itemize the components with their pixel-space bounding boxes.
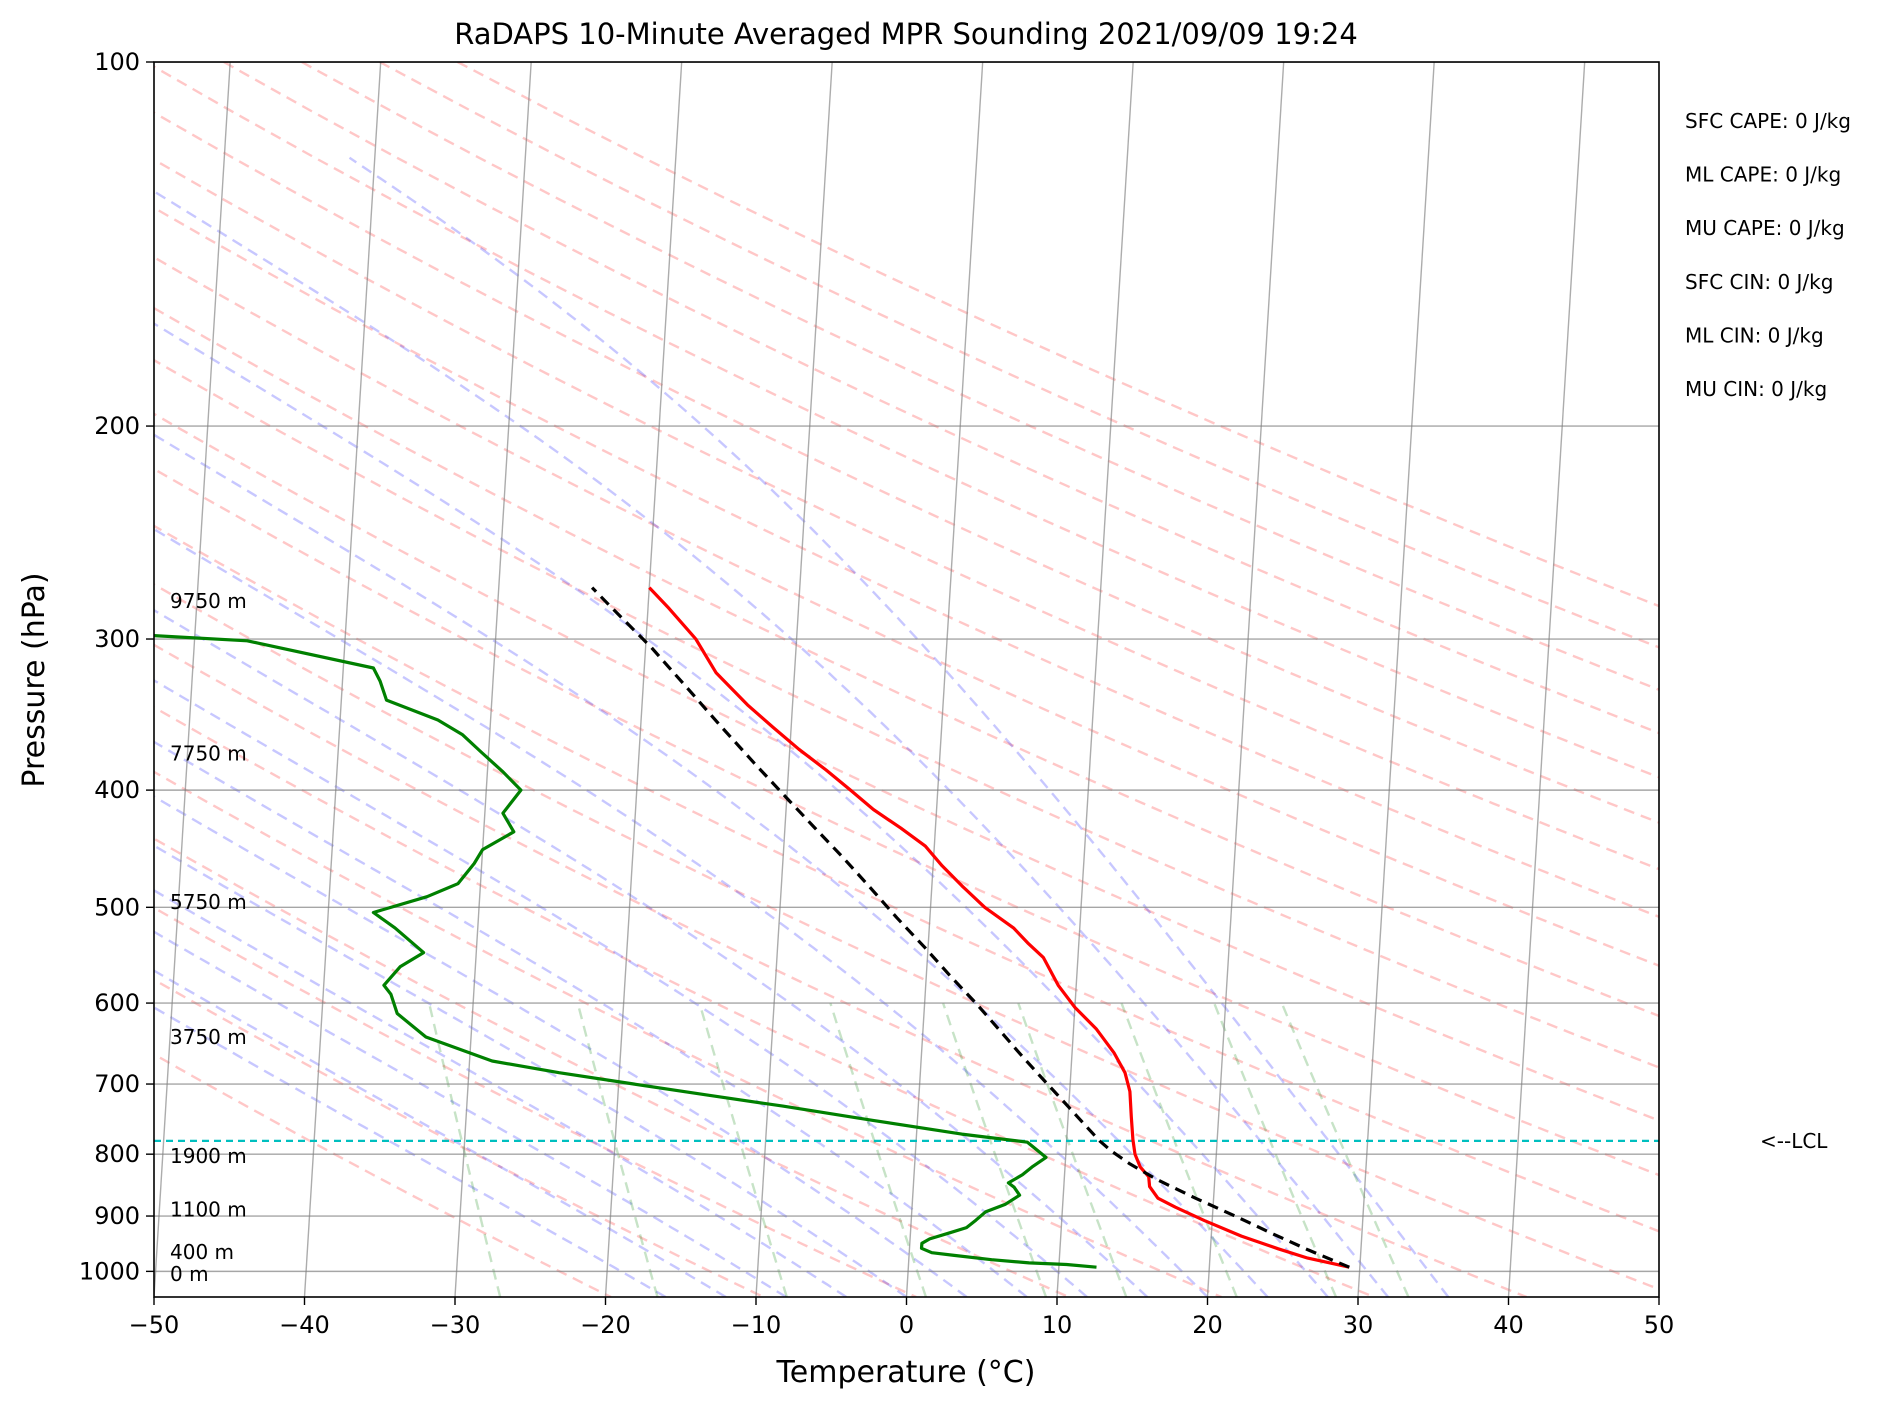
y-axis: 100 200 300 400 500 600 700 800 900 1000 — [79, 48, 154, 1285]
mixing-ratio-line — [1280, 1002, 1410, 1297]
height-label: 0 m — [170, 1262, 209, 1286]
x-tick-label: 0 — [899, 1311, 914, 1339]
y-axis-label: Pressure (hPa) — [17, 572, 52, 787]
moist-adiabat — [154, 527, 1209, 1297]
mixing-ratio-line — [698, 1002, 788, 1297]
index-label: SFC CIN: 0 J/kg — [1685, 270, 1833, 294]
height-label: 400 m — [170, 1240, 234, 1264]
moist-adiabat — [154, 888, 847, 1297]
isotherm — [303, 62, 382, 1297]
isotherm — [1206, 62, 1285, 1297]
isotherm — [604, 62, 683, 1297]
dry-adiabat — [154, 705, 1375, 1297]
mixing-ratio-line — [576, 1002, 659, 1297]
moist-adiabat — [154, 969, 727, 1297]
x-tick-label: −10 — [731, 1311, 782, 1339]
index-label: ML CAPE: 0 J/kg — [1685, 163, 1841, 187]
isotherm — [454, 62, 532, 1297]
mixing-ratio-line — [1213, 1002, 1338, 1297]
dry-adiabat — [154, 306, 1659, 1018]
dry-adiabat — [154, 837, 1070, 1297]
height-label: 1900 m — [170, 1144, 247, 1168]
y-tick-label: 400 — [94, 776, 140, 804]
dry-adiabat — [154, 906, 917, 1297]
isotherm — [1056, 62, 1134, 1297]
mixing-ratio-line — [427, 1002, 502, 1297]
dewpoint-profile — [154, 634, 1097, 1269]
height-label: 3750 m — [170, 1025, 247, 1049]
x-tick-label: −30 — [430, 1311, 481, 1339]
stability-indices: SFC CAPE: 0 J/kg ML CAPE: 0 J/kg MU CAPE: … — [1685, 109, 1851, 401]
dry-adiabat — [154, 358, 1659, 1069]
dry-adiabat — [457, 62, 1659, 608]
isotherm — [1357, 62, 1435, 1297]
y-tick-label: 1000 — [79, 1257, 140, 1285]
dry-adiabat — [154, 770, 1222, 1297]
y-tick-label: 700 — [94, 1070, 140, 1098]
isotherm — [905, 62, 984, 1297]
x-tick-label: 10 — [1042, 1311, 1073, 1339]
moist-adiabat — [154, 189, 1390, 1297]
height-label: 1100 m — [170, 1198, 247, 1222]
index-label: SFC CAPE: 0 J/kg — [1685, 109, 1851, 133]
moist-adiabat — [154, 930, 787, 1297]
height-label: 9750 m — [170, 589, 247, 613]
moist-adiabat — [154, 1006, 667, 1297]
mixing-ratio-line — [1120, 1002, 1238, 1297]
index-label: ML CIN: 0 J/kg — [1685, 323, 1824, 347]
dry-adiabat — [154, 583, 1659, 1291]
dry-adiabat — [154, 111, 1659, 824]
y-tick-label: 600 — [94, 989, 140, 1017]
x-axis: −50 −40 −30 −20 −10 0 10 20 30 40 50 — [129, 1297, 1675, 1339]
isotherm — [1507, 62, 1586, 1297]
moist-adiabat — [348, 156, 1450, 1297]
temperature-profile — [648, 586, 1350, 1269]
x-tick-label: 30 — [1343, 1311, 1374, 1339]
mixing-ratio-line — [941, 1002, 1048, 1297]
y-tick-label: 100 — [94, 48, 140, 76]
mixing-ratio-line — [829, 1002, 928, 1297]
moist-adiabat — [154, 795, 968, 1297]
x-tick-label: −40 — [279, 1311, 330, 1339]
height-label: 5750 m — [170, 890, 247, 914]
y-tick-label: 500 — [94, 893, 140, 921]
y-tick-label: 800 — [94, 1140, 140, 1168]
dry-adiabat — [154, 467, 1659, 1177]
y-tick-label: 900 — [94, 1202, 140, 1230]
x-tick-label: −50 — [129, 1311, 180, 1339]
dry-adiabat — [154, 158, 1659, 871]
moist-adiabat — [154, 740, 1028, 1297]
height-labels: 9750 m 7750 m 5750 m 3750 m 1900 m 1100 m 400 … — [170, 589, 247, 1286]
index-label: MU CIN: 0 J/kg — [1685, 377, 1827, 401]
chart-title: RaDAPS 10-Minute Averaged MPR Sounding 2… — [454, 17, 1358, 51]
y-tick-label: 200 — [94, 412, 140, 440]
y-tick-label: 300 — [94, 625, 140, 653]
moist-adiabat — [154, 322, 1329, 1297]
x-axis-label: Temperature (°C) — [776, 1355, 1036, 1390]
mixing-ratio-line — [1017, 1002, 1128, 1297]
dry-adiabat — [379, 62, 1659, 649]
dry-adiabat — [154, 65, 1659, 779]
isotherm — [755, 62, 833, 1297]
x-tick-label: 50 — [1644, 1311, 1675, 1339]
index-label: MU CAPE: 0 J/kg — [1685, 216, 1845, 240]
parcel-path — [590, 586, 1350, 1269]
isotherm — [154, 62, 231, 1297]
dry-adiabat — [154, 412, 1659, 1122]
height-label: 7750 m — [170, 741, 247, 765]
x-tick-label: 40 — [1493, 1311, 1524, 1339]
moist-adiabat — [154, 844, 908, 1297]
x-tick-label: 20 — [1192, 1311, 1223, 1339]
dry-adiabat — [154, 643, 1528, 1297]
x-tick-label: −20 — [580, 1311, 631, 1339]
series-layer — [154, 586, 1350, 1269]
lcl-label: <--LCL — [1760, 1129, 1828, 1153]
